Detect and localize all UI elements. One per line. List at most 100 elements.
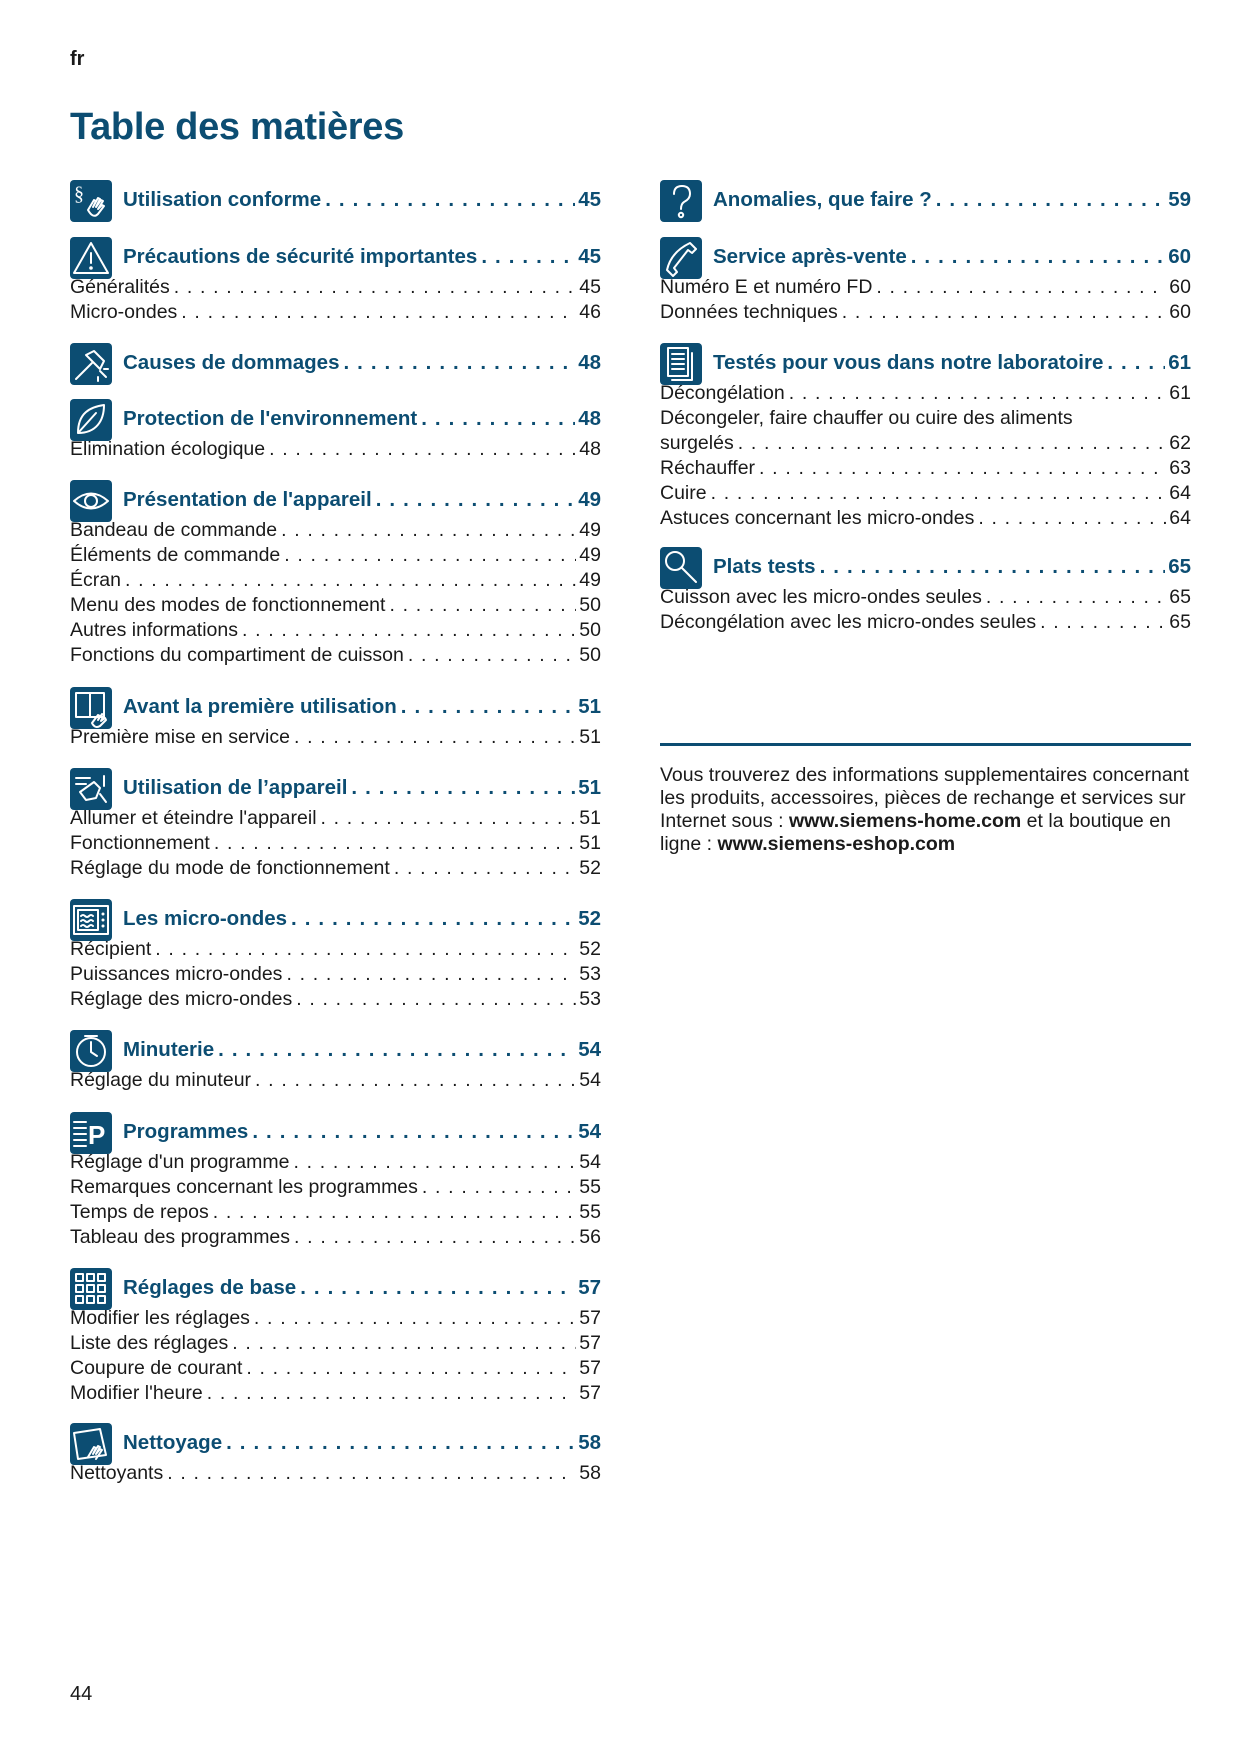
dot-leader <box>242 1356 576 1381</box>
section-heading[interactable]: Précautions de sécurité importantes 45 <box>70 237 601 300</box>
toc-item[interactable]: Nettoyants 58 <box>70 1461 601 1486</box>
toc-section: Protection de l'environnement48 Eliminati… <box>70 399 601 462</box>
section-heading[interactable]: Causes de dommages 48 <box>70 343 601 406</box>
heading-label: Protection de l'environnement <box>123 407 418 430</box>
section-heading[interactable]: Utilisation de l’appareil 51 <box>70 768 601 831</box>
item-page: 57 <box>579 1307 601 1329</box>
heading-row[interactable]: Utilisation conforme 45 <box>123 188 601 212</box>
section-heading[interactable]: Présentation de l'appareil 49 <box>70 480 601 543</box>
item-page: 58 <box>579 1462 601 1484</box>
heading-row[interactable]: Minuterie 54 <box>123 1038 601 1062</box>
toc-item[interactable]: Décongélation 61 <box>660 381 1191 406</box>
toc-item[interactable]: Modifier l'heure 57 <box>70 1381 601 1406</box>
section-heading[interactable]: Nettoyage 58 <box>70 1423 601 1486</box>
section-heading[interactable]: P Programmes 54 <box>70 1112 601 1175</box>
section-heading[interactable]: Plats tests 65 <box>660 547 1191 610</box>
language-code: fr <box>70 48 85 70</box>
heading-row[interactable]: Présentation de l'appareil 49 <box>123 488 601 512</box>
heading-page: 54 <box>578 1120 601 1143</box>
heading-row[interactable]: Anomalies, que faire ? 59 <box>713 188 1191 212</box>
toc-item[interactable]: Réglage des micro-ondes 53 <box>70 987 601 1012</box>
heading-row[interactable]: Avant la première utilisation 51 <box>123 695 601 719</box>
toc-item[interactable]: Autres informations 50 <box>70 618 601 643</box>
heading-page: 51 <box>578 695 601 718</box>
toc-item[interactable]: Écran 49 <box>70 568 601 593</box>
section-heading[interactable]: Minuterie 54 <box>70 1030 601 1093</box>
item-page: 45 <box>579 276 601 298</box>
toc-item[interactable]: Liste des réglages 57 <box>70 1331 601 1356</box>
section-heading[interactable]: Service après-vente 60 <box>660 237 1191 300</box>
toc-item[interactable]: surgelés 62 <box>660 431 1191 456</box>
toc-item[interactable]: Cuisson avec les micro-ondes seules 65 <box>660 585 1191 610</box>
toc-item[interactable]: Modifier les réglages 57 <box>70 1306 601 1331</box>
toc-item[interactable]: Fonctions du compartiment de cuisson 50 <box>70 643 601 668</box>
eshop-link[interactable]: www.siemens-eshop.com <box>717 833 956 855</box>
toc-item[interactable]: Récipient 52 <box>70 937 601 962</box>
heading-row[interactable]: Service après-vente 60 <box>713 245 1191 269</box>
item-page: 49 <box>579 519 601 541</box>
heading-row[interactable]: Testés pour vous dans notre laboratoire 6… <box>713 351 1191 375</box>
toc-item[interactable]: Puissances micro-ondes 53 <box>70 962 601 987</box>
section-heading[interactable]: Les micro-ondes 52 <box>70 899 601 962</box>
heading-row[interactable]: Plats tests 65 <box>713 555 1191 579</box>
heading-row[interactable]: Précautions de sécurité importantes 45 <box>123 245 601 269</box>
toc-item[interactable]: Remarques concernant les programmes 55 <box>70 1175 601 1200</box>
toc-item[interactable]: Astuces concernant les micro-ondes 64 <box>660 506 1191 531</box>
sub-items: Nettoyants 58 <box>70 1461 601 1486</box>
toc-item[interactable]: Première mise en service 51 <box>70 725 601 750</box>
item-label: Micro-ondes <box>70 301 178 323</box>
toc-item[interactable]: Réchauffer 63 <box>660 456 1191 481</box>
heading-row[interactable]: Les micro-ondes 52 <box>123 907 601 931</box>
toc-item[interactable]: Éléments de commande 49 <box>70 543 601 568</box>
heading-page: 58 <box>578 1431 601 1454</box>
website-link[interactable]: www.siemens-home.com <box>789 810 1022 832</box>
toc-item[interactable]: Décongélation avec les micro-ondes seule… <box>660 610 1191 635</box>
toc-item[interactable]: Réglage d'un programme 54 <box>70 1150 601 1175</box>
item-label: Décongélation avec les micro-ondes seule… <box>660 611 1037 633</box>
toc-item[interactable]: Allumer et éteindre l'appareil 51 <box>70 806 601 831</box>
program-p-icon: P <box>70 1112 112 1154</box>
section-heading[interactable]: Anomalies, que faire ? 59 <box>660 180 1191 243</box>
dot-leader <box>321 188 575 212</box>
toc-item[interactable]: Numéro E et numéro FD 60 <box>660 275 1191 300</box>
item-label: Tableau des programmes <box>70 1226 291 1248</box>
dot-leader <box>1036 610 1166 635</box>
heading-row[interactable]: Nettoyage 58 <box>123 1431 601 1455</box>
item-page: 50 <box>579 644 601 666</box>
section-heading[interactable]: Réglages de base 57 <box>70 1268 601 1331</box>
item-label: Allumer et éteindre l'appareil <box>70 807 317 829</box>
toc-item[interactable]: Micro-ondes 46 <box>70 300 601 325</box>
heading-row[interactable]: Réglages de base 57 <box>123 1276 601 1300</box>
dot-leader <box>816 555 1166 579</box>
toc-item[interactable]: Menu des modes de fonctionnement 50 <box>70 593 601 618</box>
heading-page: 49 <box>578 488 601 511</box>
heading-row[interactable]: Utilisation de l’appareil 51 <box>123 776 601 800</box>
section-heading[interactable]: Avant la première utilisation 51 <box>70 687 601 750</box>
toc-item[interactable]: Elimination écologique 48 <box>70 437 601 462</box>
section-heading[interactable]: Testés pour vous dans notre laboratoire 6… <box>660 343 1191 406</box>
toc-item[interactable]: Tableau des programmes 56 <box>70 1225 601 1250</box>
item-page: 51 <box>579 832 601 854</box>
toc-item[interactable]: Généralités 45 <box>70 275 601 300</box>
toc-item[interactable]: Bandeau de commande 49 <box>70 518 601 543</box>
heading-row[interactable]: Protection de l'environnement 48 <box>123 407 601 431</box>
hand-operation-icon <box>70 768 112 810</box>
toc-item[interactable]: Réglage du mode de fonctionnement 52 <box>70 856 601 881</box>
toc-section: Plats tests65 Cuisson avec les micro-onde… <box>660 547 1191 633</box>
toc-item[interactable]: Données techniques 60 <box>660 300 1191 325</box>
toc-item[interactable]: Coupure de courant 57 <box>70 1356 601 1381</box>
toc-item[interactable]: Cuire 64 <box>660 481 1191 506</box>
heading-row[interactable]: Causes de dommages 48 <box>123 351 601 375</box>
sub-items: Elimination écologique 48 <box>70 437 601 462</box>
heading-row[interactable]: Programmes 54 <box>123 1120 601 1144</box>
dot-leader <box>872 275 1166 300</box>
item-page: 51 <box>579 807 601 829</box>
toc-item[interactable]: Temps de repos 55 <box>70 1200 601 1225</box>
heading-label: Utilisation de l’appareil <box>123 776 348 799</box>
manual-hand-icon <box>70 687 112 729</box>
toc-item[interactable]: Fonctionnement 51 <box>70 831 601 856</box>
item-label: Réglage des micro-ondes <box>70 988 293 1010</box>
toc-item[interactable]: Réglage du minuteur 54 <box>70 1068 601 1093</box>
section-heading[interactable]: Protection de l'environnement 48 <box>70 399 601 462</box>
section-heading[interactable]: § Utilisation conforme 45 <box>70 180 601 243</box>
